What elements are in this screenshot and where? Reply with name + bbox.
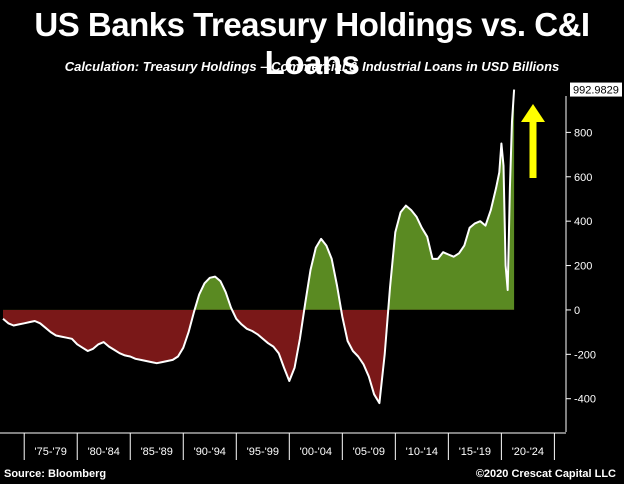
x-tick-label: '10-'14 [406, 446, 438, 458]
y-tick-label: 400 [574, 216, 592, 228]
y-tick-label: -200 [574, 349, 596, 361]
x-tick-label: '80-'84 [88, 446, 120, 458]
x-tick-label: '75-'79 [35, 446, 67, 458]
x-tick-label: '15-'19 [459, 446, 491, 458]
x-tick-label: '00-'04 [300, 446, 332, 458]
y-tick-label: 0 [574, 305, 580, 317]
x-tick-label: '85-'89 [141, 446, 173, 458]
arrow-head-icon [521, 104, 545, 122]
y-tick-label: 800 [574, 127, 592, 139]
y-tick-label: 600 [574, 172, 592, 184]
x-tick-label: '20-'24 [512, 446, 544, 458]
copyright-label: ©2020 Crescat Capital LLC [475, 468, 616, 480]
x-tick-label: '95-'99 [247, 446, 279, 458]
last-value-box [570, 82, 622, 97]
source-label: Source: Bloomberg [4, 468, 107, 480]
series-line [2, 89, 516, 405]
last-value-label: 992.9829 [573, 85, 619, 97]
plot-area: 800 600 400 200 0 -200 -400 992.9829 '75-'79 '80-… [0, 82, 622, 460]
chart-subtitle: Calculation: Treasury Holdings – Commerc… [64, 59, 560, 74]
negative-area [3, 309, 389, 404]
positive-area [3, 89, 515, 310]
y-tick-label: 200 [574, 261, 592, 273]
x-tick-label: '90-'94 [194, 446, 226, 458]
x-tick-label: '05-'09 [353, 446, 385, 458]
y-tick-label: -400 [574, 394, 596, 406]
chart-title: US Banks Treasury Holdings vs. C&I Loans [34, 6, 590, 81]
